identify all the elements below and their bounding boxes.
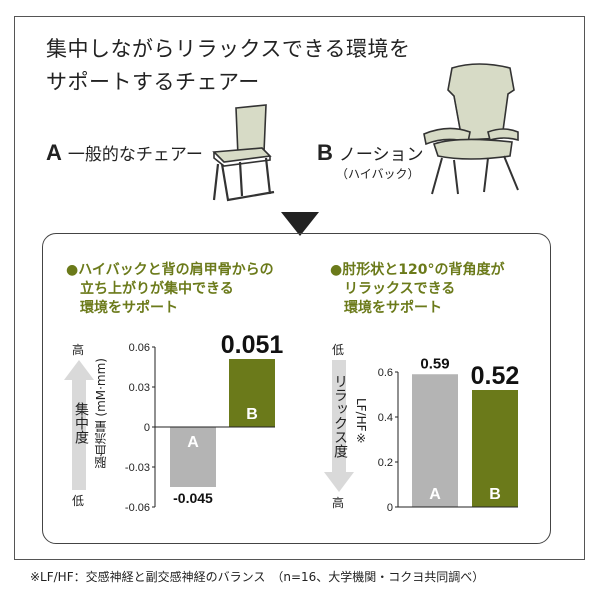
brain-blood-flow-chart: 0.06 0.03 0 -0.03 -0.06 A -0.045 B 0.051 bbox=[125, 335, 284, 514]
left-title-line-3: 環境をサポート bbox=[80, 300, 178, 316]
bar-b bbox=[472, 390, 518, 507]
left-title-line-2: 立ち上がりが集中できる bbox=[80, 281, 234, 297]
y-tick-label: 0 bbox=[387, 502, 393, 514]
relaxation-scale-arrow-icon bbox=[324, 360, 354, 492]
right-title-line-1: ●肘形状と120°の背角度が bbox=[330, 262, 505, 278]
category-label: A bbox=[429, 486, 441, 503]
down-arrow-icon bbox=[281, 212, 319, 236]
chair-b-illustration bbox=[423, 63, 519, 195]
y-tick-label: 0.2 bbox=[378, 457, 393, 469]
left-scale-name: 集中度 bbox=[73, 402, 89, 444]
chair-a-letter: A bbox=[46, 140, 62, 165]
category-label: B bbox=[246, 406, 258, 423]
left-ylabel: 脳血流量 (mM·mm) bbox=[94, 358, 108, 469]
data-label: -0.045 bbox=[173, 490, 213, 506]
y-tick-label: 0.03 bbox=[129, 382, 150, 394]
headline-line-2: サポートするチェアー bbox=[46, 70, 260, 94]
right-title-line-2: リラックスできる bbox=[344, 281, 456, 297]
chair-a-name: 一般的なチェアー bbox=[67, 145, 203, 165]
data-label: 0.59 bbox=[420, 355, 449, 372]
y-tick-label: 0.6 bbox=[378, 367, 393, 379]
left-title-line-1: ●ハイバックと背の肩甲骨からの bbox=[66, 262, 274, 278]
results-panel bbox=[42, 233, 551, 544]
data-label: 0.051 bbox=[221, 335, 284, 359]
y-tick-label: -0.03 bbox=[125, 462, 150, 474]
right-scale-name: リラックス度 bbox=[332, 374, 348, 458]
right-ylabel: LF/HF※ bbox=[354, 398, 368, 446]
headline: 集中しながらリラックスできる環境を サポートするチェアー bbox=[46, 33, 410, 99]
y-tick-label: 0 bbox=[144, 422, 150, 434]
right-scale-bottom: 高 bbox=[332, 496, 345, 510]
category-label: B bbox=[489, 486, 501, 503]
chair-b-label: B ノーション bbox=[317, 140, 424, 166]
bar-a bbox=[170, 427, 216, 487]
y-tick-label: -0.06 bbox=[125, 502, 150, 514]
lf-hf-chart: 0.6 0.4 0.2 0 A 0.59 B 0.52 bbox=[378, 355, 520, 514]
chair-a-illustration bbox=[212, 104, 275, 202]
right-scale-top: 低 bbox=[332, 343, 345, 357]
concentration-scale-arrow-icon bbox=[64, 360, 94, 490]
category-label: A bbox=[187, 434, 199, 451]
right-section-title: ●肘形状と120°の背角度が リラックスできる 環境をサポート bbox=[330, 261, 504, 318]
y-tick-label: 0.06 bbox=[129, 342, 150, 354]
right-title-line-3: 環境をサポート bbox=[344, 300, 442, 316]
chair-b-sub: （ハイバック） bbox=[336, 167, 420, 181]
chair-b-letter: B bbox=[317, 140, 333, 165]
data-label: 0.52 bbox=[471, 362, 520, 390]
footnote: ※LF/HF：交感神経と副交感神経のバランス （n=16、大学機関・コクヨ共同調… bbox=[30, 570, 485, 584]
y-tick-label: 0.4 bbox=[378, 412, 393, 424]
left-scale-top: 高 bbox=[72, 343, 85, 357]
bar-b bbox=[229, 359, 275, 427]
headline-line-1: 集中しながらリラックスできる環境を bbox=[46, 37, 411, 61]
left-scale-bottom: 低 bbox=[72, 494, 85, 508]
left-section-title: ●ハイバックと背の肩甲骨からの 立ち上がりが集中できる 環境をサポート bbox=[66, 261, 274, 318]
outer-frame bbox=[14, 16, 585, 560]
bar-a bbox=[412, 374, 458, 507]
chair-b-name: ノーション bbox=[338, 145, 424, 165]
chair-a-label: A 一般的なチェアー bbox=[46, 140, 203, 166]
